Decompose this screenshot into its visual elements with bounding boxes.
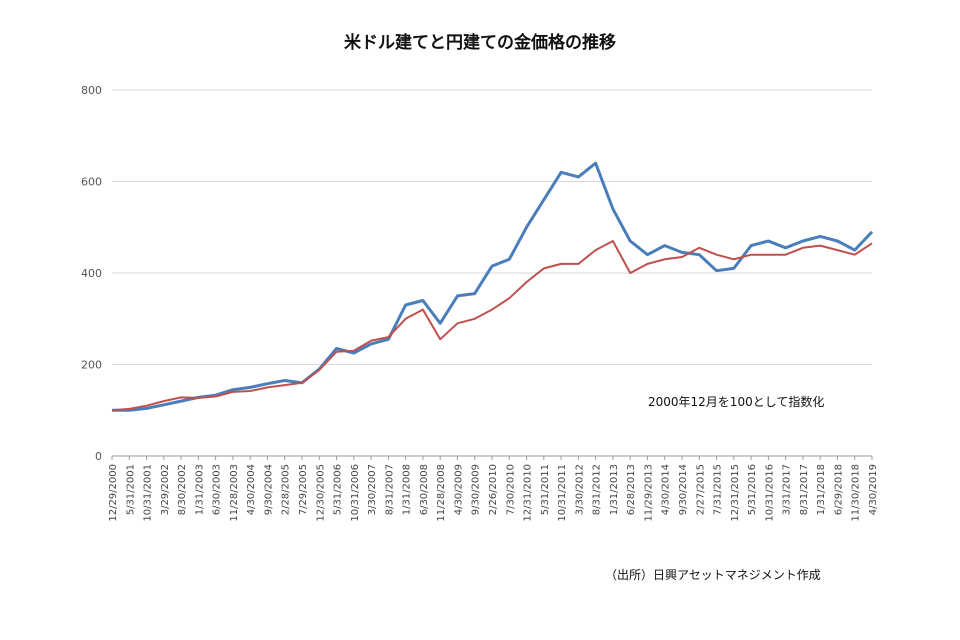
x-tick-label: 3/30/2012 <box>574 464 585 515</box>
x-tick-label: 11/30/2018 <box>851 464 862 522</box>
x-tick-label: 7/29/2005 <box>298 464 309 515</box>
x-tick-label: 2/28/2005 <box>281 464 292 515</box>
source-note: （出所）日興アセットマネジメント作成 <box>605 568 821 582</box>
x-tick-label: 8/30/2002 <box>177 464 188 515</box>
index-note: 2000年12月を100として指数化 <box>648 394 824 409</box>
x-tick-label: 9/30/2014 <box>678 464 689 515</box>
x-tick-label: 8/31/2007 <box>384 464 395 515</box>
x-tick-label: 7/30/2010 <box>505 464 516 515</box>
series-line-usd <box>112 161 874 412</box>
x-tick-label: 4/30/2009 <box>453 464 464 515</box>
y-tick-label: 200 <box>81 359 102 372</box>
x-tick-label: 1/31/2003 <box>194 464 205 515</box>
x-tick-label: 6/30/2008 <box>419 464 430 515</box>
x-tick-label: 12/30/2005 <box>315 464 326 522</box>
x-tick-label: 9/30/2009 <box>471 464 482 515</box>
x-tick-label: 12/31/2010 <box>523 464 534 522</box>
y-tick-label: 0 <box>95 450 102 463</box>
x-tick-label: 8/31/2017 <box>799 464 810 515</box>
x-tick-label: 1/31/2018 <box>816 464 827 515</box>
x-tick-label: 6/30/2003 <box>212 464 223 515</box>
x-tick-label: 4/30/2004 <box>246 464 257 515</box>
x-tick-label: 5/31/2006 <box>333 464 344 515</box>
x-tick-label: 9/30/2004 <box>263 464 274 515</box>
x-tick-label: 3/29/2002 <box>160 464 171 515</box>
x-tick-label: 1/31/2008 <box>402 464 413 515</box>
x-tick-label: 6/29/2018 <box>833 464 844 515</box>
x-tick-label: 6/28/2013 <box>626 464 637 515</box>
series-layer <box>111 161 874 412</box>
x-tick-label: 3/31/2017 <box>782 464 793 515</box>
y-tick-label: 600 <box>81 176 102 189</box>
x-tick-label: 12/31/2015 <box>730 464 741 522</box>
x-tick-label: 5/31/2016 <box>747 464 758 515</box>
x-tick-label: 7/31/2015 <box>713 464 724 515</box>
x-tick-label: 10/31/2001 <box>143 464 154 522</box>
x-tick-label: 4/30/2019 <box>868 464 879 515</box>
x-tick-label: 3/30/2007 <box>367 464 378 515</box>
x-axis-ticks: 12/29/2000 5/31/2001 10/31/2001 3/29/2002 8/… <box>108 456 879 522</box>
x-tick-label: 8/31/2012 <box>592 464 603 515</box>
x-tick-label: 11/28/2008 <box>436 464 447 522</box>
x-tick-label: 5/31/2011 <box>540 464 551 515</box>
x-tick-label: 2/26/2010 <box>488 464 499 515</box>
x-tick-label: 2/27/2015 <box>695 464 706 515</box>
x-tick-label: 5/31/2001 <box>125 464 136 515</box>
x-tick-label: 10/31/2016 <box>764 464 775 522</box>
series-line-jpy <box>111 240 873 412</box>
y-axis-ticks: 0 200 400 600 800 <box>81 84 102 463</box>
x-tick-label: 12/29/2000 <box>108 464 119 522</box>
chart-title: 米ドル建てと円建ての金価格の推移 <box>344 33 616 53</box>
x-tick-label: 1/31/2013 <box>609 464 620 515</box>
x-tick-label: 4/30/2014 <box>661 464 672 515</box>
x-tick-label: 10/31/2011 <box>557 464 568 522</box>
y-tick-label: 800 <box>81 84 102 97</box>
x-tick-label: 10/31/2006 <box>350 464 361 522</box>
x-tick-label: 11/28/2003 <box>229 464 240 522</box>
y-tick-label: 400 <box>81 267 102 280</box>
x-tick-label: 11/29/2013 <box>643 464 654 522</box>
